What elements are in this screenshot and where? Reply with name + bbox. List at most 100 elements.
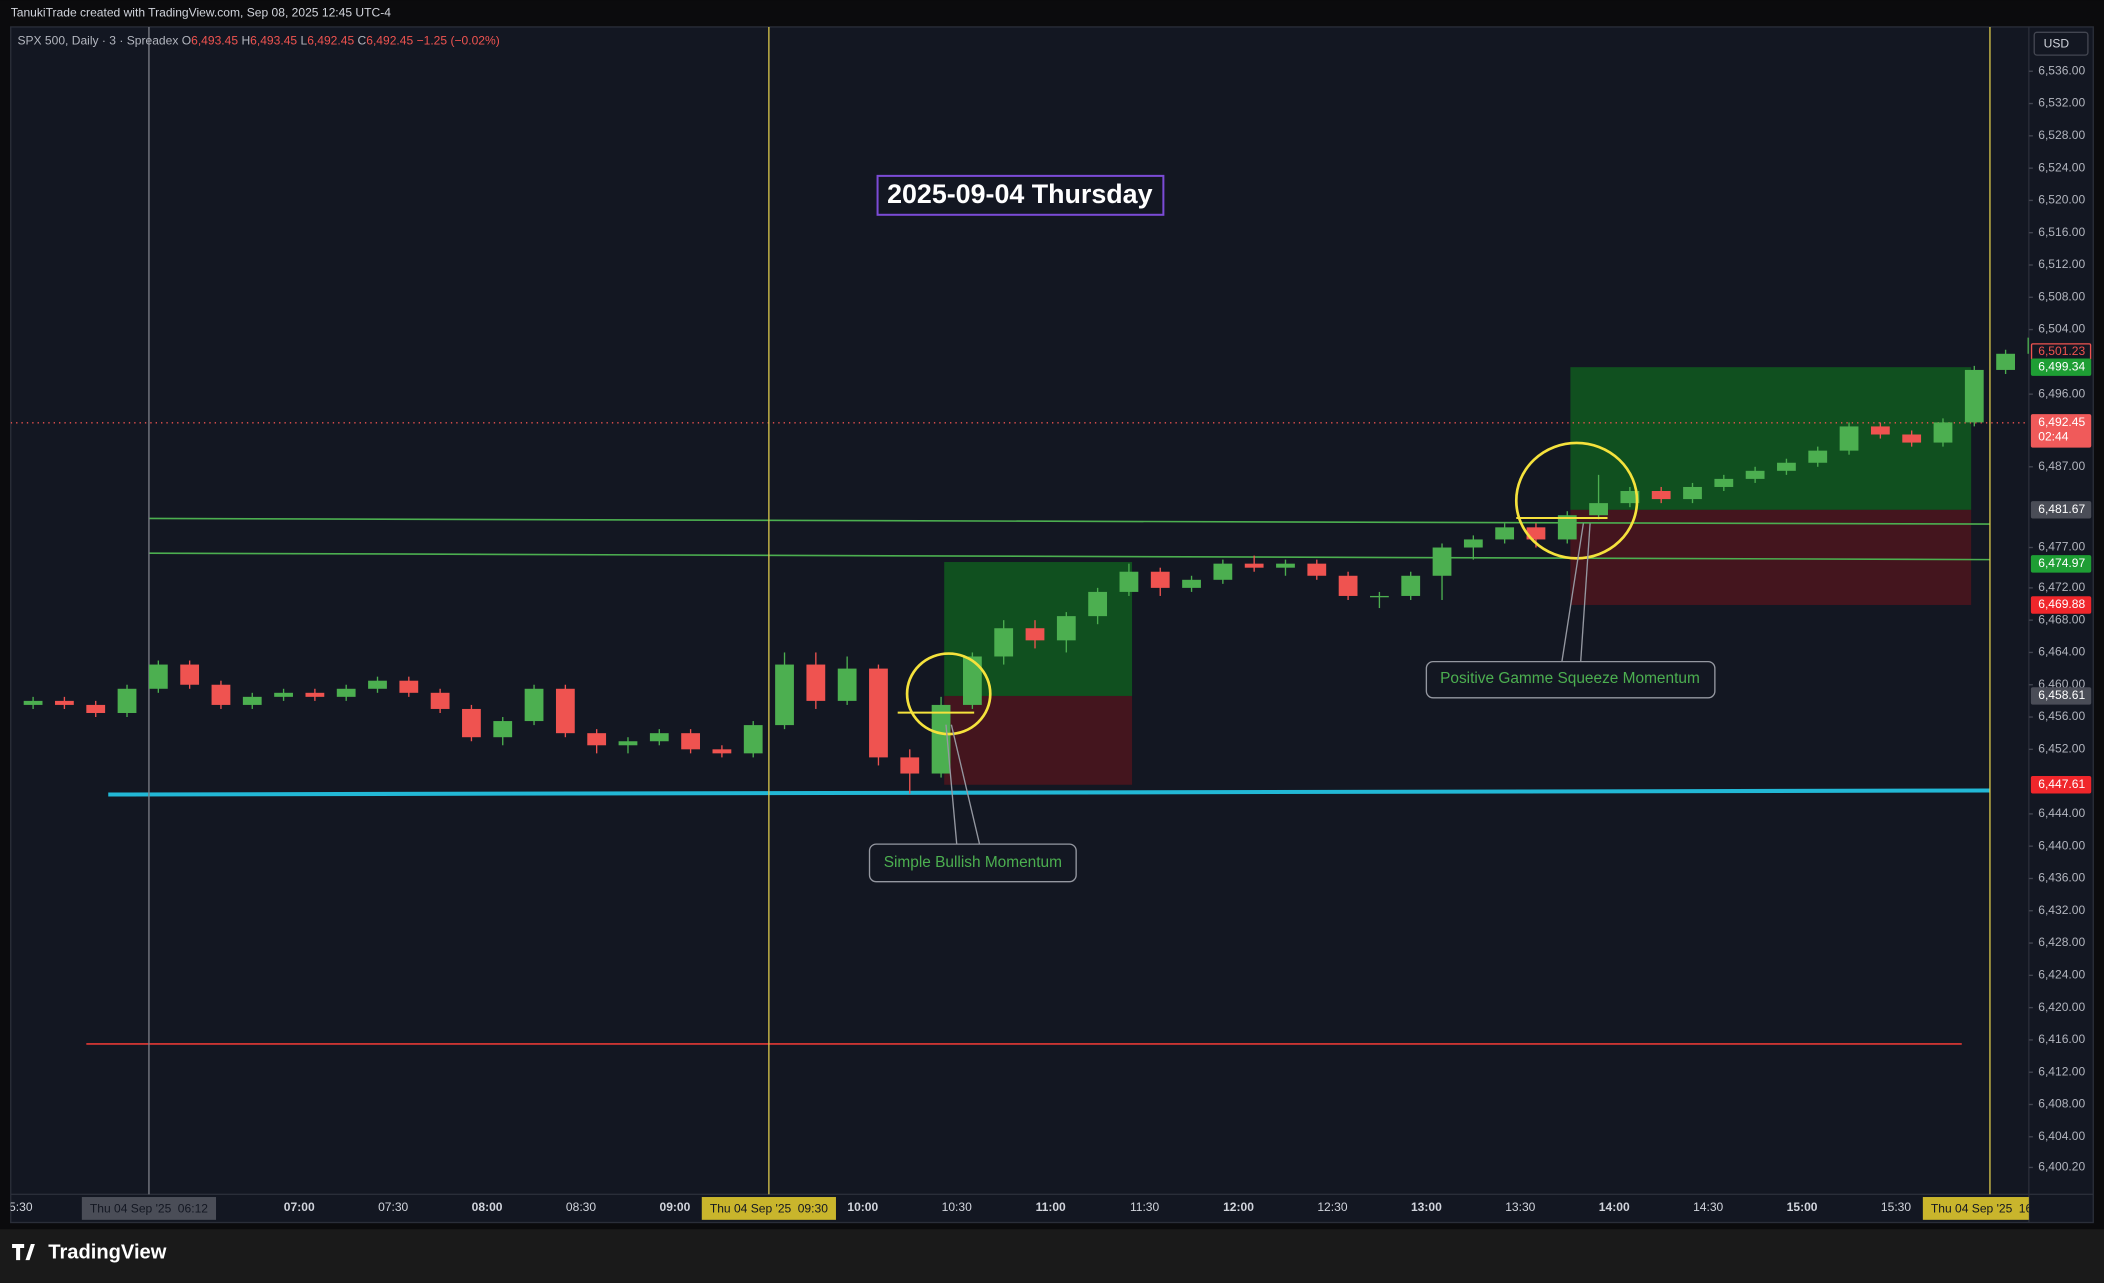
y-tick-label: 6,428.00 — [2038, 935, 2085, 949]
legend-label: H — [241, 34, 250, 48]
time-marker-date: Thu 04 Sep '25 — [710, 1201, 792, 1215]
time-marker-time: 16:00 — [2019, 1201, 2049, 1215]
x-tick-label: 10:30 — [942, 1200, 972, 1214]
callout-box — [868, 843, 1077, 883]
legend-change: −1.25 (−0.02%) — [417, 34, 500, 48]
legend-symbol: SPX 500, Daily · 3 · Spreadex — [17, 34, 178, 48]
y-tick-label: 6,528.00 — [2038, 128, 2085, 142]
footer-bar — [0, 1229, 2104, 1283]
position-stop — [944, 695, 1133, 785]
candle-body — [1025, 628, 1045, 641]
y-tick-label: 6,487.00 — [2038, 459, 2085, 473]
candle-body — [1651, 491, 1671, 500]
callout-pointer — [1561, 523, 1585, 662]
candle-body — [1432, 547, 1452, 576]
price-label-bg — [2030, 414, 2092, 448]
y-tick-label: 6,416.00 — [2038, 1032, 2085, 1046]
price-label-bg — [2030, 555, 2092, 573]
candle-body — [1714, 478, 1734, 487]
x-tick-label: 13:30 — [1505, 1200, 1535, 1214]
candle-body — [1463, 539, 1483, 548]
candle-body — [1370, 595, 1389, 598]
currency-button[interactable] — [2033, 31, 2089, 56]
legend-label: O — [182, 34, 191, 48]
y-tick-label: 6,520.00 — [2038, 193, 2085, 207]
x-tick-label: 15:00 — [1787, 1200, 1818, 1214]
callout-box — [1425, 660, 1716, 699]
candle-body — [1088, 591, 1108, 617]
candle-body — [524, 688, 544, 722]
plot-area — [10, 26, 2029, 1195]
candle-body — [1870, 426, 1890, 435]
x-tick-label: 10:00 — [847, 1200, 878, 1214]
x-tick-label: 14:00 — [1599, 1200, 1630, 1214]
y-tick-label: 6,408.00 — [2038, 1097, 2085, 1111]
candle-body — [462, 708, 481, 738]
candle-body — [994, 628, 1014, 657]
annotations: Simple Bullish Momentum Positive Gamme S… — [868, 174, 1716, 883]
callout-text: Simple Bullish Momentum — [884, 854, 1062, 871]
legend: SPX 500, Daily · 3 · Spreadex O6,493.45 … — [17, 34, 499, 48]
logo-mark[interactable] — [12, 1243, 35, 1261]
y-tick-label: 6,404.00 — [2038, 1129, 2085, 1143]
price-axis: 6,536.00 6,532.00 6,528.00 6,524.00 6,520.00… — [2028, 63, 2092, 1174]
y-tick-label: 6,504.00 — [2038, 322, 2085, 336]
candle-body — [86, 704, 106, 713]
candle-body — [1745, 470, 1765, 479]
price-label: 6,499.34 — [2038, 359, 2085, 373]
y-tick-label: 6,512.00 — [2038, 257, 2085, 271]
time-marker-date: Thu 04 Sep '25 — [1931, 1201, 2013, 1215]
y-tick-label: 6,477.00 — [2038, 540, 2085, 554]
candle-body — [555, 688, 575, 734]
candle-body — [1839, 426, 1859, 451]
price-label-bg — [2030, 776, 2092, 794]
candle-body — [806, 664, 826, 701]
candle-body — [900, 757, 920, 774]
x-tick-label: 05:30 — [2, 1200, 32, 1214]
footer-logo[interactable]: TradingView — [12, 1242, 167, 1264]
candle-body — [1213, 563, 1233, 580]
candle-body — [1150, 571, 1170, 588]
candle-body — [23, 700, 43, 705]
candle-body — [1808, 450, 1828, 463]
x-tick-label: 07:30 — [378, 1200, 408, 1214]
price-countdown: 02:44 — [2038, 430, 2068, 444]
price-label-bg — [2030, 687, 2092, 705]
price-label: 6,501.23 — [2038, 344, 2085, 358]
chart-title: 2025-09-04 Thursday — [887, 179, 1153, 209]
candle-body — [1777, 462, 1796, 471]
time-marker-time: 06:12 — [178, 1201, 208, 1215]
currency-label[interactable]: USD — [2044, 37, 2070, 51]
candle-body — [1182, 579, 1201, 588]
time-marker-bg — [1922, 1197, 2029, 1220]
candle-body — [1276, 563, 1295, 568]
price-label: 6,492.45 — [2038, 415, 2085, 429]
legend-label: L — [300, 34, 307, 48]
y-tick-label: 6,496.00 — [2038, 386, 2085, 400]
time-axis: 05:30 07:00 07:30 08:00 08:30 09:00 10:00 10:30… — [2, 1197, 2049, 1220]
candle-body — [399, 680, 419, 693]
price-label: 6,481.67 — [2038, 502, 2085, 516]
y-tick-label: 6,440.00 — [2038, 838, 2085, 852]
candle-body — [1620, 491, 1640, 504]
y-tick-label: 6,420.00 — [2038, 1000, 2085, 1014]
price-label: 6,474.97 — [2038, 556, 2085, 570]
y-tick-label: 6,412.00 — [2038, 1064, 2085, 1078]
title-box — [876, 174, 1165, 216]
footer-brand[interactable]: TradingView — [48, 1242, 166, 1264]
legend-value: 6,493.45 — [250, 34, 297, 48]
candle-body — [931, 704, 951, 774]
candle-body — [649, 733, 669, 742]
x-tick-label: 11:30 — [1130, 1200, 1160, 1214]
highlight-circle — [1514, 441, 1639, 560]
candle-body — [274, 692, 293, 697]
callout-text: Positive Gamme Squeeze Momentum — [1440, 670, 1700, 687]
candle-body — [55, 700, 74, 705]
time-marker-bg — [81, 1197, 217, 1220]
y-tick-label: 6,468.00 — [2038, 612, 2085, 626]
candle-body — [180, 664, 200, 685]
candle-body — [1964, 369, 1984, 423]
candle-body — [869, 668, 888, 758]
y-tick-label: 6,400.20 — [2038, 1160, 2085, 1174]
